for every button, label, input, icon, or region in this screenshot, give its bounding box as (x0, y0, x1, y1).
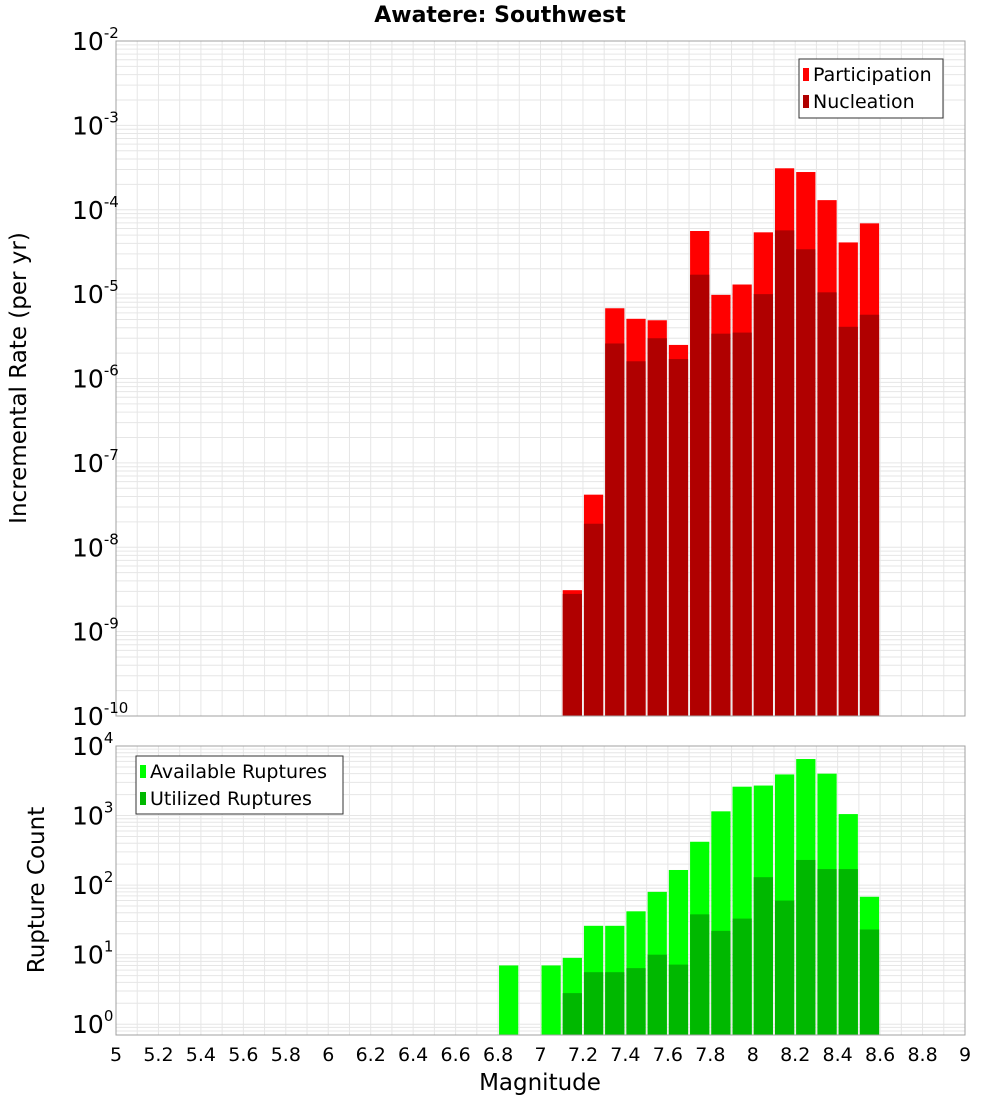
bar-nucleation (817, 292, 837, 716)
y-tick-labels: 10-2 10-3 10-4 10-5 10-6 10-7 10-8 10-9 10-10 (72, 24, 128, 731)
bottom-y-axis-label: Rupture Count (24, 807, 50, 973)
y-tick-label: 10-5 (72, 277, 119, 309)
bar-available-ruptures (499, 965, 519, 1035)
y-tick-label: 100 (72, 1007, 113, 1039)
bar-utilized-ruptures (647, 954, 667, 1035)
x-tick-label: 7.8 (695, 1044, 725, 1066)
bar-utilized-ruptures (711, 930, 731, 1035)
bars (562, 168, 880, 716)
bar-nucleation (626, 361, 646, 716)
x-tick-labels: 5 5.2 5.4 5.6 5.8 6 6.2 6.4 6.6 6.8 7 7.2 7.4 7.6 7.8 8… (110, 1044, 971, 1066)
bar-utilized-ruptures (583, 972, 604, 1035)
x-tick-label: 8.2 (780, 1044, 810, 1066)
x-tick-label: 5.8 (271, 1044, 301, 1066)
y-tick-label: 10-2 (72, 24, 119, 56)
bar-nucleation (690, 274, 710, 716)
x-tick-label: 9 (959, 1044, 971, 1066)
bar-nucleation (605, 343, 625, 716)
legend: Participation Nucleation (798, 58, 944, 119)
bar-nucleation (562, 593, 582, 716)
bar-utilized-ruptures (605, 972, 625, 1035)
legend-label: Nucleation (813, 91, 915, 113)
x-tick-label: 7.4 (610, 1044, 640, 1066)
legend-box (798, 58, 944, 119)
y-tick-label: 10-7 (72, 446, 119, 478)
bar-utilized-ruptures (774, 900, 795, 1035)
bar-utilized-ruptures (732, 918, 752, 1035)
y-tick-label: 104 (72, 729, 113, 761)
y-tick-label: 10-3 (72, 108, 119, 140)
chart-title: Awatere: Southwest (374, 3, 626, 28)
y-tick-label: 103 (72, 799, 113, 831)
legend-swatch (803, 95, 809, 108)
y-tick-label: 10-6 (72, 362, 119, 394)
x-tick-label: 5.4 (186, 1044, 216, 1066)
x-tick-label: 6.2 (356, 1044, 386, 1066)
bar-utilized-ruptures (562, 993, 582, 1035)
bar-nucleation (711, 333, 731, 716)
x-tick-label: 8.4 (823, 1044, 853, 1066)
x-tick-label: 5 (110, 1044, 122, 1066)
x-tick-label: 8.8 (907, 1044, 937, 1066)
x-tick-label: 8.6 (865, 1044, 895, 1066)
bar-utilized-ruptures (753, 877, 773, 1035)
legend-swatch (140, 792, 146, 805)
y-tick-label: 102 (72, 868, 113, 900)
y-tick-label: 10-8 (72, 530, 119, 562)
grid (115, 41, 966, 717)
y-tick-labels: 104 103 102 101 100 (72, 729, 113, 1039)
bar-nucleation (859, 314, 880, 716)
plot-frame (115, 40, 966, 717)
bars (499, 759, 880, 1035)
x-axis-label: Magnitude (479, 1070, 601, 1096)
x-tick-label: 8 (747, 1044, 759, 1066)
bar-nucleation (668, 359, 689, 716)
x-tick-label: 5.2 (143, 1044, 173, 1066)
bar-utilized-ruptures (690, 914, 710, 1035)
legend-label: Participation (813, 64, 932, 86)
legend-swatch (803, 68, 809, 81)
x-tick-label: 7.2 (568, 1044, 598, 1066)
bar-utilized-ruptures (796, 859, 816, 1035)
bar-utilized-ruptures (838, 869, 858, 1035)
y-tick-label: 10-9 (72, 615, 119, 647)
x-tick-label: 6.8 (483, 1044, 513, 1066)
legend-label: Utilized Ruptures (150, 788, 312, 810)
bar-nucleation (583, 523, 604, 716)
bar-utilized-ruptures (626, 968, 646, 1035)
bar-utilized-ruptures (859, 929, 880, 1035)
x-tick-label: 6.6 (440, 1044, 470, 1066)
bar-nucleation (647, 338, 667, 716)
y-tick-label: 10-4 (72, 193, 119, 225)
x-tick-label: 6 (322, 1044, 334, 1066)
x-tick-label: 7.6 (653, 1044, 683, 1066)
bar-nucleation (838, 326, 858, 716)
top-panel-rate-chart: 10-2 10-3 10-4 10-5 10-6 10-7 10-8 10-9 10-10 Par… (72, 24, 966, 731)
bar-nucleation (774, 230, 795, 716)
bottom-panel-count-chart: 104 103 102 101 100 5 5.2 5.4 5.6 5.8 6 6.2 6.4 6.6 6.… (72, 729, 971, 1066)
bar-available-ruptures (541, 965, 561, 1035)
x-tick-label: 7 (534, 1044, 546, 1066)
bar-nucleation (732, 332, 752, 716)
bar-utilized-ruptures (817, 869, 837, 1035)
x-tick-label: 6.4 (398, 1044, 428, 1066)
legend-swatch (140, 765, 146, 778)
legend-label: Available Ruptures (150, 761, 327, 783)
x-tick-label: 5.6 (228, 1044, 258, 1066)
top-y-axis-label: Incremental Rate (per yr) (6, 232, 32, 524)
y-tick-label: 101 (72, 938, 113, 970)
bar-nucleation (753, 294, 773, 716)
legend: Available Ruptures Utilized Ruptures (135, 755, 344, 815)
bar-utilized-ruptures (668, 964, 689, 1035)
plot-frame (115, 745, 966, 1036)
y-tick-label: 10-10 (72, 699, 128, 731)
legend-box (135, 755, 344, 815)
bar-nucleation (796, 249, 816, 716)
